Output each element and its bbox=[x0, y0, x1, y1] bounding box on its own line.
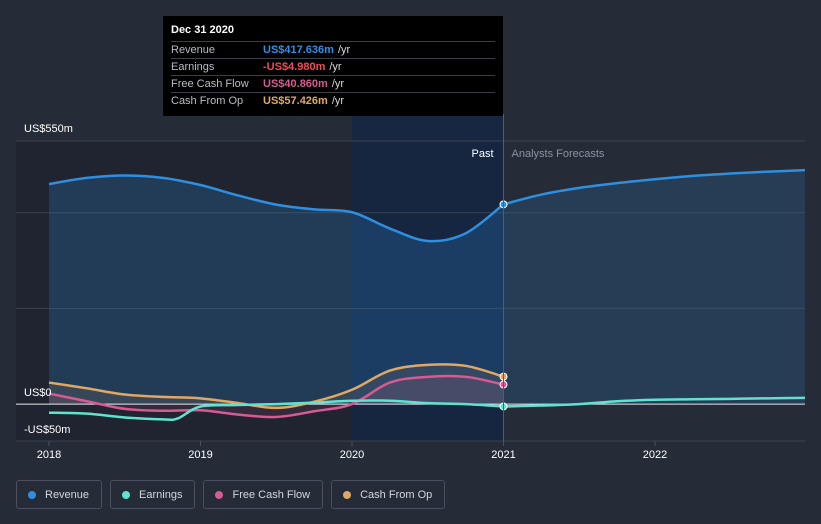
legend-item-earnings[interactable]: Earnings bbox=[110, 480, 196, 509]
legend-label: Revenue bbox=[45, 488, 90, 501]
y-axis-label: US$0 bbox=[24, 387, 52, 399]
legend: Revenue Earnings Free Cash Flow Cash Fro… bbox=[16, 480, 446, 509]
legend-label: Free Cash Flow bbox=[232, 488, 311, 501]
area-fill-free-cash-flow bbox=[49, 375, 504, 418]
x-tick-label: 2022 bbox=[643, 449, 667, 461]
tooltip-date: Dec 31 2020 bbox=[171, 24, 234, 36]
series-line-earnings bbox=[48, 399, 504, 422]
legend-item-cash-from-op[interactable]: Cash From Op bbox=[331, 480, 446, 509]
legend-item-revenue[interactable]: Revenue bbox=[16, 480, 103, 509]
tooltip-row-revenue: Revenue US$417.636m /yr bbox=[171, 41, 495, 58]
tooltip-row-cash-from-op: Cash From Op US$57.426m /yr bbox=[171, 92, 495, 109]
forecast-line-earnings bbox=[503, 396, 806, 408]
tooltip-label: Earnings bbox=[171, 61, 215, 73]
tooltip-value: -US$4.980m bbox=[263, 61, 326, 73]
tooltip-suffix: /yr bbox=[331, 78, 345, 90]
y-axis-label: -US$50m bbox=[24, 424, 70, 436]
past-label: Past bbox=[471, 148, 493, 160]
y-axis-label: US$550m bbox=[24, 123, 73, 135]
legend-dot-icon bbox=[122, 490, 131, 499]
x-tick-label: 2021 bbox=[491, 449, 515, 461]
tooltip-row-free-cash-flow: Free Cash Flow US$40.860m /yr bbox=[171, 75, 495, 92]
series-line-free-cash-flow bbox=[48, 374, 504, 419]
tooltip-label: Cash From Op bbox=[171, 95, 244, 107]
area-fill-revenue bbox=[503, 170, 805, 405]
data-tooltip: Dec 31 2020 Revenue US$417.636m /yr Earn… bbox=[163, 16, 503, 116]
x-tick-label: 2020 bbox=[340, 449, 364, 461]
highlight-region bbox=[352, 114, 504, 441]
area-fill-revenue bbox=[49, 175, 504, 405]
legend-dot-icon bbox=[28, 490, 36, 499]
tooltip-suffix: /yr bbox=[337, 44, 351, 56]
legend-label: Cash From Op bbox=[360, 488, 433, 501]
x-tick-label: 2018 bbox=[37, 449, 61, 461]
legend-dot-icon bbox=[343, 490, 352, 499]
legend-item-free-cash-flow[interactable]: Free Cash Flow bbox=[203, 480, 324, 509]
tooltip-suffix: /yr bbox=[331, 95, 345, 107]
series-line-cash-from-op bbox=[48, 363, 504, 410]
tooltip-value: US$417.636m bbox=[263, 44, 334, 56]
tooltip-label: Free Cash Flow bbox=[171, 78, 249, 90]
x-tick-label: 2019 bbox=[188, 449, 212, 461]
tooltip-suffix: /yr bbox=[329, 61, 342, 73]
tooltip-row-earnings: Earnings -US$4.980m /yr bbox=[171, 58, 495, 75]
series-line-revenue bbox=[48, 174, 505, 243]
forecast-label: Analysts Forecasts bbox=[512, 148, 605, 160]
forecast-line-revenue bbox=[503, 168, 806, 206]
tooltip-label: Revenue bbox=[171, 44, 216, 56]
legend-label: Earnings bbox=[139, 488, 183, 501]
tooltip-value: US$57.426m bbox=[263, 95, 328, 107]
legend-dot-icon bbox=[215, 490, 224, 499]
tooltip-value: US$40.860m bbox=[263, 78, 328, 90]
